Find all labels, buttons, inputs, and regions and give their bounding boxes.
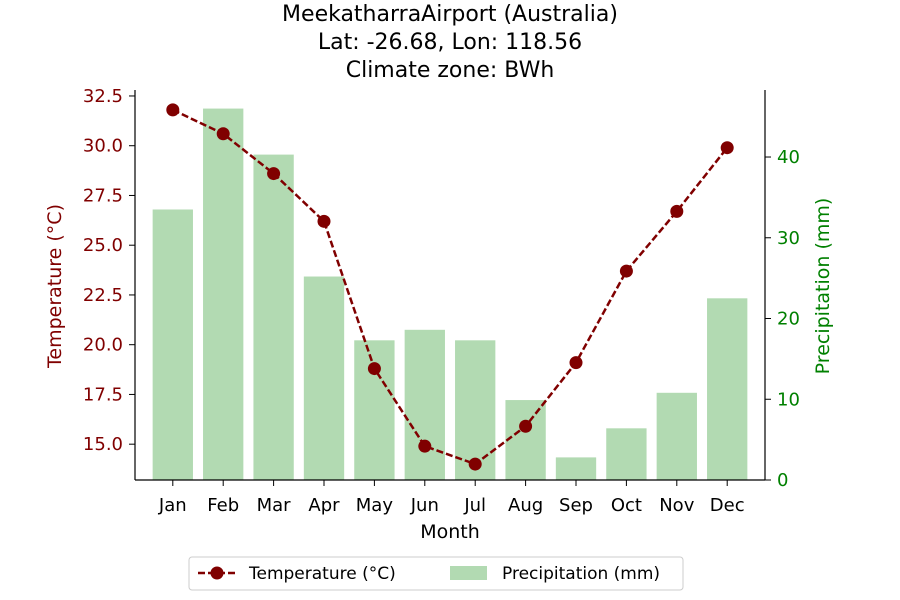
precipitation-tick-label: 30 [777,228,800,249]
temperature-point [317,214,331,228]
precipitation-tick-label: 0 [777,470,788,491]
precipitation-bar [455,340,496,480]
temperature-point [216,127,230,141]
month-tick-label: Jul [463,495,486,516]
temperature-axis-label: Temperature (°C) [44,204,66,369]
chart-title: MeekatharraAirport (Australia) Lat: -26.… [282,2,618,83]
precipitation-bar [707,298,748,480]
precipitation-axis-label: Precipitation (mm) [812,198,834,375]
precipitation-bar [656,392,697,480]
month-tick-label: Feb [207,495,239,516]
month-tick-label: Oct [611,495,642,516]
temperature-tick-label: 20.0 [83,335,123,356]
precipitation-bar [354,340,395,480]
precipitation-bar [606,428,647,480]
month-axis-ticks: Jan Feb Mar Apr May Jun Jul Aug Sep Oct Nov Dec [158,480,745,516]
precipitation-bar [404,329,445,480]
title-line-1: MeekatharraAirport (Australia) [282,2,618,27]
month-tick-label: Apr [308,495,340,516]
precipitation-bar [505,400,546,480]
precipitation-axis-ticks: 0 10 20 30 40 [765,147,800,491]
temperature-axis-ticks: 15.0 17.5 20.0 22.5 25.0 27.5 30.0 32.5 [83,86,135,455]
title-line-3: Climate zone: BWh [346,58,555,83]
temperature-tick-label: 25.0 [83,235,123,256]
month-tick-label: Nov [659,495,694,516]
month-tick-label: Sep [559,495,593,516]
temperature-point [519,419,533,433]
precipitation-bar [303,276,345,480]
temperature-point [166,103,180,117]
month-tick-label: Jan [158,495,187,516]
precipitation-tick-label: 10 [777,389,800,410]
temperature-point [619,264,633,278]
month-tick-label: Jun [410,495,439,516]
temperature-tick-label: 27.5 [83,185,123,206]
precipitation-bars [152,108,748,481]
temperature-point [670,204,684,218]
temperature-line [172,108,729,466]
temperature-point [367,362,381,376]
x-axis-label: Month [420,521,480,543]
month-tick-label: Dec [710,495,745,516]
precipitation-bar [152,209,193,480]
temperature-point [720,141,734,155]
temperature-point [569,356,583,370]
month-tick-label: Mar [257,495,292,516]
legend-temperature-marker-icon [210,566,224,580]
precipitation-bar [203,108,244,481]
legend-precipitation-label: Precipitation (mm) [502,564,660,584]
precipitation-bar [253,154,294,481]
temperature-tick-label: 32.5 [83,86,123,107]
temperature-tick-label: 15.0 [83,434,123,455]
month-tick-label: Aug [508,495,543,516]
legend-frame [188,556,684,591]
precipitation-bar [555,457,597,480]
axes [134,90,766,481]
temperature-point [267,167,281,181]
month-tick-label: May [356,495,394,516]
temperature-tick-label: 17.5 [83,384,123,405]
precipitation-tick-label: 40 [777,147,800,168]
temperature-point [468,457,482,471]
temperature-tick-label: 30.0 [83,136,123,157]
temperature-point [418,439,432,453]
precipitation-tick-label: 20 [777,309,800,330]
temperature-series [166,103,734,471]
legend-temperature-label: Temperature (°C) [248,564,396,584]
legend-precipitation-swatch-icon [450,566,487,580]
title-line-2: Lat: -26.68, Lon: 118.56 [318,30,582,55]
temperature-tick-label: 22.5 [83,285,123,306]
legend: Temperature (°C) Precipitation (mm) [188,556,684,591]
